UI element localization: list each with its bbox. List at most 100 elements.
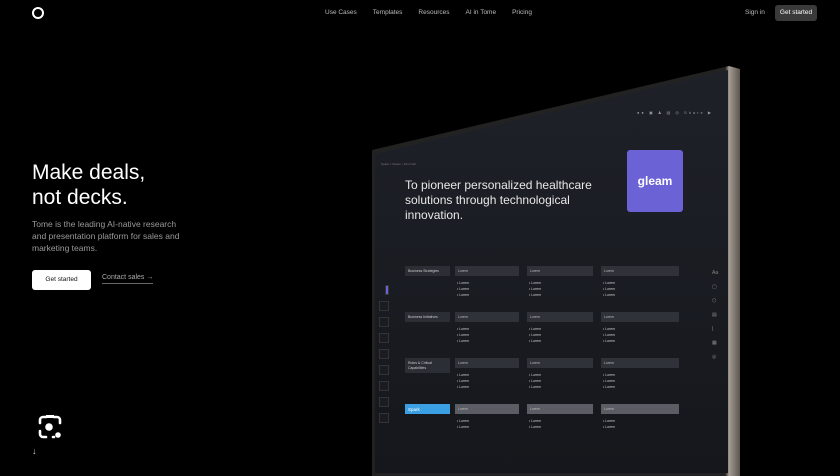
bullet-item: • Lorem [603, 419, 616, 423]
table-cell[interactable]: Lorem [601, 266, 679, 276]
bullet-list: • Lorem • Lorem • Lorem [529, 326, 541, 344]
thumbnail[interactable] [379, 397, 389, 407]
bullet-item: • Lorem [457, 385, 470, 389]
table-cell[interactable]: Lorem [455, 404, 519, 414]
bullet-item: • Lorem [529, 373, 542, 377]
bullet-item: • Lorem [457, 287, 470, 291]
top-nav: Use Cases Templates Resources AI in Tome… [0, 0, 840, 26]
thumbnail[interactable] [379, 381, 389, 391]
bullet-item: • Lorem [603, 281, 616, 285]
bullet-item: • Lorem [529, 419, 542, 423]
side-toolbar: Aa ▢ ⬡ ▤ ⌊ ▦ ◎ [712, 270, 718, 360]
contact-sales-link[interactable]: Contact sales → [102, 274, 154, 284]
row-label: Spark [405, 404, 450, 414]
title-line-1: Make deals, [32, 161, 146, 184]
bullet-item: • Lorem [457, 339, 470, 343]
table-cell[interactable]: Lorem [601, 358, 679, 368]
bullet-list: • Lorem • Lorem • Lorem [603, 326, 615, 344]
table-cell[interactable]: Lorem [527, 358, 593, 368]
bullet-item: • Lorem [603, 293, 616, 297]
bullet-item: • Lorem [603, 425, 616, 429]
device-screen: ●● ▣ ♟ ▤ ◎ Share ▶ Spark × Gleam • First… [375, 70, 728, 473]
slide-heading: To pioneer personalized healthcare solut… [405, 178, 592, 222]
bullet-item: • Lorem [457, 327, 470, 331]
device-toolbar: ●● ▣ ♟ ▤ ◎ Share ▶ [637, 110, 713, 115]
thumbnail[interactable] [379, 349, 389, 359]
gleam-logo: gleam [627, 150, 683, 212]
title-line-2: not decks. [32, 186, 128, 209]
tool-icon[interactable]: ◎ [712, 354, 717, 360]
nav-link-ai-in-tome[interactable]: AI in Tome [465, 9, 497, 16]
table-cell[interactable]: Lorem [455, 266, 519, 276]
bullet-list: • Lorem • Lorem [457, 418, 469, 430]
tool-icon[interactable]: ⬡ [712, 298, 717, 304]
bullet-item: • Lorem [457, 373, 470, 377]
get-started-button[interactable]: Get started [32, 270, 91, 290]
bullet-item: • Lorem [529, 293, 542, 297]
bullet-list: • Lorem • Lorem • Lorem [529, 280, 541, 298]
table-cell[interactable]: Lorem [601, 404, 679, 414]
row-label: Business Strategies [405, 266, 450, 276]
bullet-item: • Lorem [529, 425, 542, 429]
bullet-item: • Lorem [529, 379, 542, 383]
sign-in-link[interactable]: Sign in [745, 9, 765, 16]
table-cell[interactable]: Lorem [455, 312, 519, 322]
bullet-list: • Lorem • Lorem • Lorem [457, 372, 469, 390]
tool-icon[interactable]: ▤ [712, 312, 717, 318]
bullet-item: • Lorem [603, 339, 616, 343]
bullet-item: • Lorem [529, 385, 542, 389]
thumbnail[interactable] [379, 365, 389, 375]
row-label: Roles & Critical Capabilities [405, 358, 450, 373]
bullet-list: • Lorem • Lorem • Lorem [603, 372, 615, 390]
bullet-list: • Lorem • Lorem [529, 418, 541, 430]
table-cell[interactable]: Lorem [527, 312, 593, 322]
hero-title: Make deals, not decks. [32, 160, 145, 210]
bullet-item: • Lorem [603, 379, 616, 383]
row-label: Business Initiatives [405, 312, 450, 322]
tool-icon[interactable]: ▦ [712, 340, 717, 346]
chart-tool-icon[interactable]: ⌊ [712, 326, 714, 332]
bullet-item: • Lorem [529, 333, 542, 337]
hero-subtitle: Tome is the leading AI-native research a… [32, 219, 180, 253]
slide-thumbnails [379, 285, 389, 423]
nav-links: Use Cases Templates Resources AI in Tome… [325, 9, 548, 16]
bullet-item: • Lorem [529, 287, 542, 291]
camera-lens-icon[interactable] [37, 414, 63, 440]
nav-link-templates[interactable]: Templates [372, 9, 403, 16]
tome-logo-icon[interactable] [32, 7, 44, 19]
bullet-item: • Lorem [603, 373, 616, 377]
bullet-item: • Lorem [529, 281, 542, 285]
bullet-list: • Lorem • Lorem • Lorem [457, 326, 469, 344]
arrow-down-icon[interactable]: ↓ [32, 446, 37, 456]
bullet-list: • Lorem • Lorem • Lorem [603, 280, 615, 298]
table-cell[interactable]: Lorem [455, 358, 519, 368]
bullet-item: • Lorem [457, 293, 470, 297]
share-button[interactable]: Share [684, 110, 705, 115]
bullet-item: • Lorem [603, 385, 616, 389]
thumbnail[interactable] [379, 317, 389, 327]
bullet-item: • Lorem [603, 333, 616, 337]
tool-icon[interactable]: ▢ [712, 284, 717, 290]
thumbnail[interactable] [379, 413, 389, 423]
nav-link-use-cases[interactable]: Use Cases [325, 9, 357, 16]
bullet-item: • Lorem [529, 327, 542, 331]
nav-link-pricing[interactable]: Pricing [512, 9, 532, 16]
breadcrumb: Spark × Gleam • First Call [381, 162, 416, 166]
nav-get-started-button[interactable]: Get started [775, 5, 817, 21]
bullet-list: • Lorem • Lorem • Lorem [529, 372, 541, 390]
table-cell[interactable]: Lorem [601, 312, 679, 322]
bullet-item: • Lorem [603, 287, 616, 291]
bullet-item: • Lorem [457, 333, 470, 337]
table-cell[interactable]: Lorem [527, 266, 593, 276]
bullet-list: • Lorem • Lorem • Lorem [457, 280, 469, 298]
nav-link-resources[interactable]: Resources [418, 9, 450, 16]
bullet-item: • Lorem [603, 327, 616, 331]
bullet-item: • Lorem [457, 379, 470, 383]
thumbnail[interactable] [385, 285, 389, 295]
text-tool-icon[interactable]: Aa [712, 270, 719, 276]
thumbnail[interactable] [379, 333, 389, 343]
bullet-item: • Lorem [457, 419, 470, 423]
thumbnail[interactable] [379, 301, 389, 311]
table-cell[interactable]: Lorem [527, 404, 593, 414]
bullet-item: • Lorem [457, 425, 470, 429]
